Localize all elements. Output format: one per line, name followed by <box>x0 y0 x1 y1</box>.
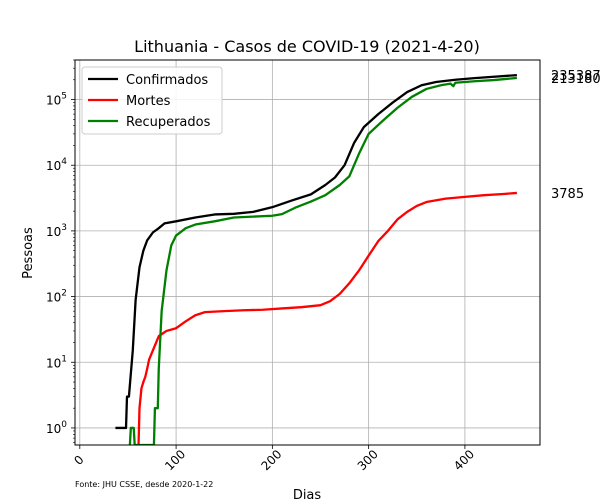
end-labels: 235387 3785 213180 <box>551 69 600 202</box>
y-tick-label: 104 <box>46 157 67 173</box>
legend-label-confirmados: Confirmados <box>126 73 208 88</box>
y-axis: 100 101 102 103 104 105 <box>46 59 75 443</box>
series-line-recuperados <box>128 76 517 445</box>
legend-label-recuperados: Recuperados <box>126 115 211 130</box>
footnote: Fonte: JHU CSSE, desde 2020-1-22 <box>75 480 213 489</box>
y-tick-label: 105 <box>46 92 67 108</box>
end-label-mortes: 3785 <box>551 187 584 202</box>
y-tick-label: 103 <box>46 223 67 239</box>
grid-lines <box>75 60 540 445</box>
chart-title: Lithuania - Casos de COVID-19 (2021-4-20… <box>134 37 480 56</box>
x-axis-label: Dias <box>293 488 322 500</box>
end-label-confirmados: 235387 <box>551 69 600 84</box>
y-axis-label: Pessoas <box>21 227 36 279</box>
y-tick-label: 102 <box>46 289 67 305</box>
series-lines <box>115 73 517 445</box>
plot-frame <box>74 59 541 446</box>
legend-label-mortes: Mortes <box>126 94 171 109</box>
series-line-confirmados <box>115 73 517 430</box>
y-tick-label: 100 <box>46 420 67 436</box>
legend-box <box>81 66 223 135</box>
end-label-recuperados: 213180 <box>551 72 600 87</box>
series-line-mortes <box>137 191 517 445</box>
y-tick-label: 101 <box>46 354 67 370</box>
legend: Confirmados Mortes Recuperados <box>81 66 223 135</box>
